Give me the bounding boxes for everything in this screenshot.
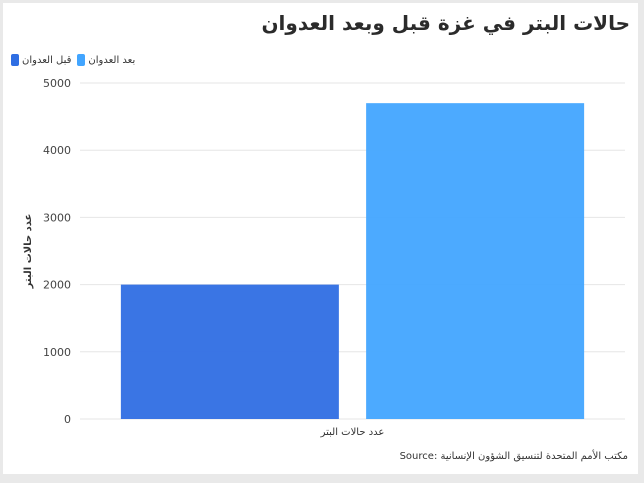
y-tick-label: 1000 (43, 346, 71, 359)
y-tick-label: 2000 (43, 279, 71, 292)
chart-legend: قبل العدوان بعد العدوان (11, 53, 135, 67)
x-category-label: عدد حالات البتر (320, 427, 385, 438)
y-tick-label: 4000 (43, 144, 71, 157)
source-note: مكتب الأمم المتحدة لتنسيق الشؤون الإنسان… (399, 451, 628, 462)
chart-card: حالات البتر في غزة قبل وبعد العدوان قبل … (3, 3, 638, 474)
bar-after (366, 103, 585, 419)
y-tick-label: 5000 (43, 77, 71, 90)
legend-label-before: قبل العدوان (22, 54, 72, 66)
bar-before (120, 284, 339, 419)
legend-swatch-before (11, 54, 19, 66)
y-tick-label: 0 (64, 413, 71, 426)
legend-label-after: بعد العدوان (88, 54, 136, 66)
legend-item-before[interactable]: قبل العدوان (11, 54, 71, 66)
legend-item-after[interactable]: بعد العدوان (77, 54, 135, 66)
y-axis-label: عدد حالات البتر (23, 214, 34, 290)
y-tick-label: 3000 (43, 211, 71, 224)
chart-title: حالات البتر في غزة قبل وبعد العدوان (261, 11, 630, 35)
legend-swatch-after (77, 54, 86, 66)
bar-chart: 0 1000 2000 3000 4000 5000 عدد حالات البتر عدد … (23, 77, 625, 438)
